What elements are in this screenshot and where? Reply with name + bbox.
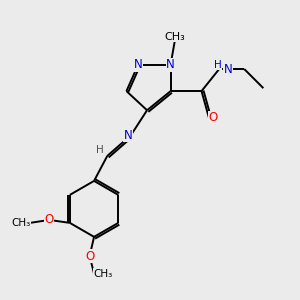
Text: N: N [166, 58, 175, 71]
Text: CH₃: CH₃ [93, 269, 112, 279]
Text: N: N [124, 129, 132, 142]
Text: O: O [85, 250, 94, 262]
Text: O: O [209, 111, 218, 124]
Text: N: N [134, 58, 142, 71]
Text: H: H [214, 60, 222, 70]
Text: O: O [45, 213, 54, 226]
Text: CH₃: CH₃ [165, 32, 185, 42]
Text: H: H [96, 145, 104, 155]
Text: CH₃: CH₃ [12, 218, 31, 228]
Text: N: N [224, 62, 233, 76]
